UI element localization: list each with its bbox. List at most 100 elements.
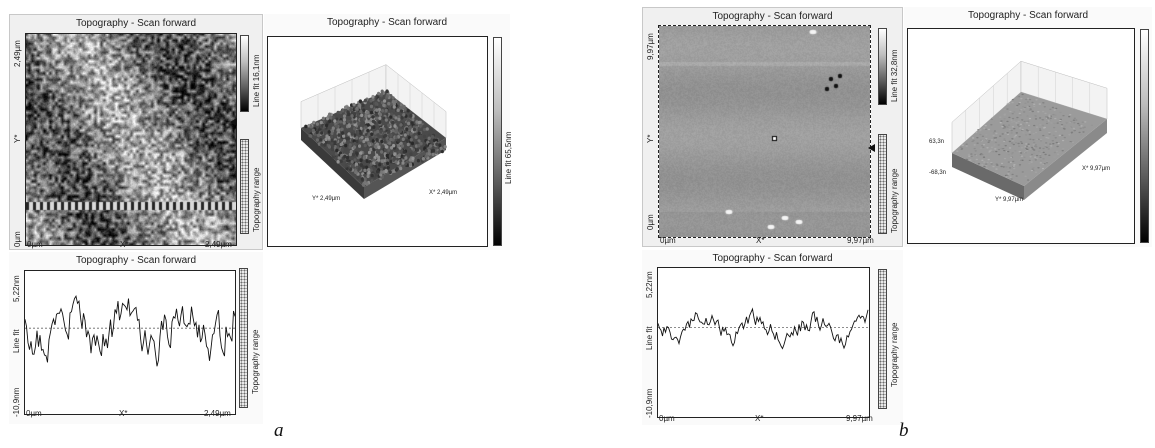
a-3d-bump bbox=[350, 103, 354, 107]
b-3d-bump bbox=[1006, 103, 1009, 105]
a-3d-bump bbox=[347, 132, 351, 136]
a-3d-bump bbox=[409, 132, 413, 136]
b-3d-bump bbox=[993, 130, 997, 132]
b-profile-panel[interactable]: Topography - Scan forward 5,22nm Line fi… bbox=[642, 250, 903, 425]
a-3d-bump bbox=[345, 155, 350, 160]
a-3d-bump bbox=[434, 138, 439, 143]
a-3d-bump bbox=[367, 141, 371, 146]
b-3d-bump bbox=[1048, 132, 1051, 134]
a-3d-panel[interactable]: Topography - Scan forward Y* 2,49µm X* 2… bbox=[264, 14, 513, 250]
a-3d-bump bbox=[420, 152, 424, 157]
b-3d-bump bbox=[1073, 122, 1076, 124]
b-3d-bump bbox=[1059, 111, 1062, 114]
a-3d-view[interactable]: Y* 2,49µm X* 2,49µm bbox=[267, 36, 488, 247]
b-3d-bump bbox=[976, 137, 979, 139]
b-3d-bump bbox=[1030, 109, 1033, 111]
b-3d-bump bbox=[1032, 167, 1035, 169]
b-3d-bump bbox=[1011, 117, 1015, 120]
a-3d-bump bbox=[361, 103, 365, 108]
a-3d-bump bbox=[354, 162, 358, 166]
b-3d-bump bbox=[979, 129, 982, 131]
a-x-left-label: 0µm bbox=[27, 240, 43, 249]
b-3d-bump bbox=[1021, 171, 1024, 173]
a-3d-bump bbox=[387, 148, 391, 152]
b-3d-view[interactable]: 63,3n -68,3n X* 9,97µm Y* 9,97µm bbox=[907, 28, 1135, 244]
b-3d-bump bbox=[1082, 131, 1085, 133]
a-3d-bump bbox=[363, 155, 367, 159]
b-3d-bump bbox=[1051, 140, 1054, 142]
b-3d-bump bbox=[995, 150, 998, 153]
a-line-profile[interactable] bbox=[24, 270, 236, 415]
b-image-panel[interactable]: Topography - Scan forward 9,97µm Y* 0µm … bbox=[642, 7, 903, 247]
a-3d-bump bbox=[399, 123, 403, 127]
a-3d-bump bbox=[371, 115, 375, 119]
b-3d-bump bbox=[1016, 96, 1019, 98]
a-3d-bump bbox=[375, 113, 379, 117]
a-image-panel[interactable]: Topography - Scan forward 2,49µm Y* 0µm … bbox=[9, 14, 263, 250]
b-3d-panel[interactable]: Topography - Scan forward 63,3n -68,3n X… bbox=[904, 7, 1152, 247]
a-3d-bump bbox=[403, 162, 407, 166]
b-3d-bump bbox=[977, 129, 980, 131]
a-3d-bump bbox=[359, 126, 363, 131]
a-profile-x-left: 0µm bbox=[26, 409, 42, 418]
b-3d-bump bbox=[1006, 174, 1009, 176]
b-3d-bump bbox=[1011, 140, 1015, 142]
a-topography-image[interactable] bbox=[25, 33, 237, 246]
a-range-bar[interactable] bbox=[240, 139, 249, 234]
a-3d-surface bbox=[300, 64, 447, 199]
b-3d-bump bbox=[1011, 101, 1014, 104]
b-3d-bump bbox=[1039, 140, 1043, 142]
b-3d-bump bbox=[1033, 124, 1036, 127]
b-3d-x-extent: X* 9,97µm bbox=[1082, 166, 1111, 172]
b-3d-bump bbox=[1012, 160, 1015, 163]
b-3d-bump bbox=[983, 127, 986, 129]
a-3d-bump bbox=[372, 147, 376, 152]
a-3d-bump bbox=[315, 138, 319, 142]
a-3d-bump bbox=[424, 149, 428, 153]
a-3d-bump bbox=[392, 108, 396, 113]
a-3d-bump bbox=[406, 142, 410, 147]
b-3d-bump bbox=[1044, 146, 1047, 148]
a-profile-range-bar[interactable] bbox=[239, 268, 248, 408]
a-3d-bump bbox=[394, 135, 398, 140]
a-3d-bump bbox=[337, 128, 341, 132]
a-3d-bump bbox=[431, 152, 435, 157]
a-3d-bump bbox=[364, 165, 369, 170]
b-3d-bump bbox=[1038, 128, 1042, 130]
b-3d-bump bbox=[1034, 115, 1037, 118]
b-3d-bump bbox=[975, 131, 978, 134]
b-3d-bump bbox=[981, 164, 984, 166]
a-profile-panel[interactable]: Topography - Scan forward 5,22nm Line fi… bbox=[9, 252, 263, 424]
b-3d-bump bbox=[1062, 148, 1065, 150]
a-range-marker[interactable] bbox=[230, 118, 237, 126]
b-3d-bump bbox=[1011, 126, 1015, 128]
b-3d-bump bbox=[1042, 102, 1045, 104]
a-3d-bump bbox=[391, 99, 395, 104]
b-3d-bump bbox=[1040, 150, 1044, 153]
b-line-profile[interactable] bbox=[657, 267, 870, 418]
a-3d-bump bbox=[348, 145, 352, 149]
b-topography-image[interactable] bbox=[658, 25, 871, 238]
a-3d-bump bbox=[347, 162, 351, 166]
a-3d-bump bbox=[388, 170, 392, 175]
a-3d-bump bbox=[344, 105, 348, 110]
b-3d-bump bbox=[986, 161, 989, 164]
a-3d-bump bbox=[390, 146, 394, 150]
b-range-marker[interactable] bbox=[868, 144, 875, 152]
b-3d-bump bbox=[1047, 146, 1050, 148]
b-3d-bump bbox=[1013, 179, 1016, 181]
b-3d-bump bbox=[992, 151, 995, 153]
a-3d-bump bbox=[391, 96, 395, 100]
a-3d-bump bbox=[355, 106, 359, 111]
a-3d-bump bbox=[415, 126, 419, 130]
b-3d-bump bbox=[1016, 104, 1019, 107]
b-3d-bump bbox=[1042, 163, 1045, 165]
a-profile-plot bbox=[25, 295, 235, 367]
b-profile-range-bar[interactable] bbox=[878, 269, 887, 409]
b-range-bar[interactable] bbox=[878, 134, 887, 234]
b-3d-bump bbox=[1004, 145, 1007, 147]
b-3d-bump bbox=[1030, 153, 1034, 156]
a-3d-bump bbox=[407, 121, 411, 126]
b-3d-bump bbox=[1023, 111, 1026, 113]
b-3d-bump bbox=[1010, 142, 1014, 144]
